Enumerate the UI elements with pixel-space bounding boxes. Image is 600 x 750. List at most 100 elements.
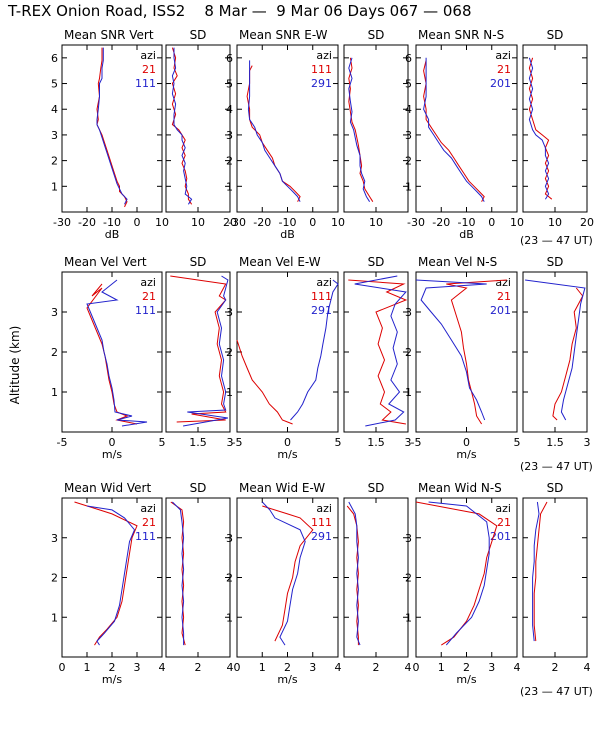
panel-2: SD 10 20 bbox=[165, 28, 237, 229]
series-line-21 bbox=[74, 501, 138, 646]
altitude-axis-label: Altitude (km) bbox=[8, 326, 22, 405]
y-tick-label: 1 bbox=[51, 386, 58, 399]
panel-title: Mean Vel N-S bbox=[418, 255, 497, 269]
x-axis-label: m/s bbox=[277, 673, 297, 686]
x-tick-label: 1 bbox=[259, 661, 266, 674]
x-tick-label: 0 bbox=[309, 216, 316, 229]
legend-entry: azi bbox=[140, 502, 156, 515]
legend-entry: azi bbox=[316, 276, 332, 289]
x-tick-label: 3 bbox=[405, 436, 412, 449]
x-tick-label: -5 bbox=[57, 436, 68, 449]
y-tick-label: 2 bbox=[51, 572, 58, 585]
legend-entry: azi bbox=[316, 49, 332, 62]
x-tick-label: 10 bbox=[155, 216, 169, 229]
y-tick-label: 1 bbox=[405, 386, 412, 399]
x-axis-label: m/s bbox=[277, 448, 297, 461]
x-axis-label: dB bbox=[105, 228, 120, 241]
y-tick-label: 1 bbox=[405, 611, 412, 624]
series-line-111 bbox=[86, 505, 136, 646]
panel-title: SD bbox=[547, 481, 564, 495]
time-note-row-1: (23 — 47 UT) bbox=[520, 234, 593, 247]
series-line-291 bbox=[290, 279, 339, 421]
x-tick-label: -5 bbox=[411, 436, 422, 449]
time-note-row-2: (23 — 47 UT) bbox=[520, 460, 593, 473]
x-tick-label: 0 bbox=[284, 436, 291, 449]
x-tick-label: 1 bbox=[84, 661, 91, 674]
series-line-21 bbox=[528, 57, 553, 200]
legend-entry: 21 bbox=[142, 290, 156, 303]
series-line-111 bbox=[262, 505, 314, 642]
y-tick-label: 1 bbox=[226, 611, 233, 624]
y-tick-label: 5 bbox=[226, 78, 233, 91]
legend-entry: 291 bbox=[311, 304, 332, 317]
panel-title: Mean SNR Vert bbox=[64, 28, 154, 42]
series-line-291 bbox=[247, 60, 301, 202]
series-line-111 bbox=[183, 275, 229, 427]
panel-title: SD bbox=[368, 481, 385, 495]
x-tick-label: 4 bbox=[159, 661, 166, 674]
legend-entry: 111 bbox=[135, 304, 156, 317]
panel-16: SD 2 4 bbox=[343, 481, 412, 674]
x-tick-label: 2 bbox=[373, 661, 380, 674]
x-tick-label: 2 bbox=[109, 661, 116, 674]
y-tick-label: 3 bbox=[226, 129, 233, 142]
x-tick-label: 0 bbox=[59, 661, 66, 674]
panel-title: Mean Wid N-S bbox=[418, 481, 502, 495]
legend-entry: 201 bbox=[490, 77, 511, 90]
x-tick-label: -20 bbox=[253, 216, 271, 229]
y-tick-label: 1 bbox=[51, 180, 58, 193]
series-line-201 bbox=[428, 501, 490, 646]
x-tick-label: -20 bbox=[78, 216, 96, 229]
x-tick-label: 1.5 bbox=[546, 436, 564, 449]
time-note-row-3: (23 — 47 UT) bbox=[520, 685, 593, 698]
legend-entry: 111 bbox=[311, 63, 332, 76]
x-tick-label: 1 bbox=[438, 661, 445, 674]
x-tick-label: 1.5 bbox=[367, 436, 385, 449]
y-tick-label: 3 bbox=[51, 532, 58, 545]
x-tick-label: 0 bbox=[234, 661, 241, 674]
legend-entry: 111 bbox=[135, 530, 156, 543]
x-tick-label: -30 bbox=[228, 216, 246, 229]
legend-entry: 21 bbox=[142, 63, 156, 76]
x-tick-label: 10 bbox=[331, 216, 345, 229]
legend-entry: 111 bbox=[311, 290, 332, 303]
series-line-21 bbox=[552, 287, 584, 421]
series-line-111 bbox=[246, 65, 301, 202]
series-line-111 bbox=[348, 279, 408, 425]
x-tick-label: 3 bbox=[584, 436, 591, 449]
y-tick-label: 2 bbox=[51, 155, 58, 168]
y-tick-label: 1 bbox=[51, 611, 58, 624]
x-tick-label: -30 bbox=[407, 216, 425, 229]
x-tick-label: 4 bbox=[227, 661, 234, 674]
series-line-21 bbox=[423, 60, 485, 202]
panel-8: SD 1.5 3 bbox=[165, 255, 234, 449]
x-tick-label: 3 bbox=[488, 661, 495, 674]
y-tick-label: 3 bbox=[405, 129, 412, 142]
x-tick-label: -10 bbox=[103, 216, 121, 229]
y-tick-label: 6 bbox=[51, 52, 58, 65]
legend-entry: 21 bbox=[497, 63, 511, 76]
x-tick-label: 4 bbox=[405, 661, 412, 674]
series-line-111 bbox=[348, 57, 374, 202]
x-tick-label: 20 bbox=[223, 216, 237, 229]
x-tick-label: 4 bbox=[514, 661, 521, 674]
panel-12: SD 1.5 3 bbox=[522, 255, 591, 449]
panel-6: SD 10 20 bbox=[522, 28, 594, 229]
series-line-201 bbox=[528, 57, 550, 200]
y-tick-label: 5 bbox=[51, 78, 58, 91]
series-line-201 bbox=[423, 57, 485, 202]
x-tick-label: 10 bbox=[548, 216, 562, 229]
series-line-111 bbox=[171, 47, 193, 205]
y-tick-label: 3 bbox=[405, 532, 412, 545]
legend-entry: 21 bbox=[142, 516, 156, 529]
x-axis-label: m/s bbox=[102, 448, 122, 461]
y-tick-label: 2 bbox=[226, 572, 233, 585]
panel-frame bbox=[165, 497, 231, 658]
